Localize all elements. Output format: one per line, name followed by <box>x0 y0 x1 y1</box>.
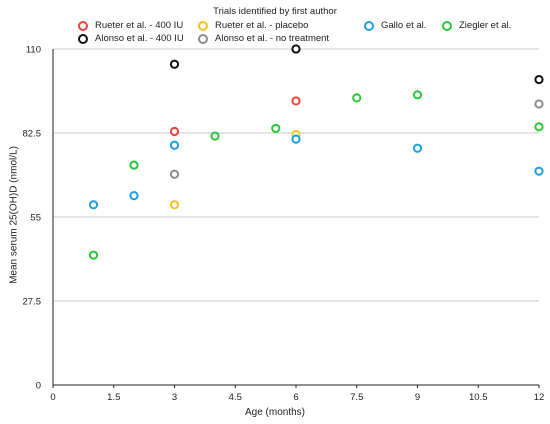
x-tick-label: 3 <box>172 392 177 403</box>
legend-item: Rueter et al. - 400 IU <box>78 20 183 31</box>
data-point <box>291 44 301 54</box>
x-tick-label: 4.5 <box>229 392 242 403</box>
y-tick-label: 27.5 <box>23 297 42 308</box>
x-tick-label: 12 <box>534 392 545 403</box>
data-point <box>169 169 180 179</box>
data-point <box>534 99 544 109</box>
legend-label: Alonso et al. - no treatment <box>215 33 330 44</box>
data-point <box>412 143 423 153</box>
y-tick-label: 0 <box>36 381 41 392</box>
legend-label: Rueter et al. - placebo <box>215 20 309 31</box>
legend-item: Alonso et al. - 400 IU <box>78 33 184 44</box>
data-point <box>129 191 139 201</box>
data-point <box>169 200 180 210</box>
legend-marker <box>198 33 208 44</box>
legend-label: Ziegler et al. <box>459 20 512 31</box>
data-point <box>291 134 301 144</box>
data-point <box>169 140 180 150</box>
y-tick-label: 82.5 <box>23 129 42 140</box>
legend-marker <box>442 20 452 31</box>
data-point <box>129 160 139 170</box>
data-point <box>291 96 301 106</box>
legend-label: Rueter et al. - 400 IU <box>95 20 184 31</box>
data-point <box>88 200 99 210</box>
x-tick-label: 9 <box>415 392 420 403</box>
data-point <box>352 93 362 103</box>
x-tick-label: 1.5 <box>107 392 120 403</box>
legend-marker <box>198 20 208 31</box>
x-tick-label: 10.5 <box>469 392 488 403</box>
x-tick-label: 0 <box>50 392 55 403</box>
x-tick-label: 6 <box>293 392 298 403</box>
data-point <box>412 90 423 100</box>
data-point <box>534 122 544 132</box>
x-axis-label: Age (months) <box>244 407 306 418</box>
legend-item: Ziegler et al. <box>442 20 511 31</box>
data-point <box>88 250 99 260</box>
data-point <box>534 166 544 176</box>
tick-labels: 0 27.5 55 82.5 110 0 1.5 3 4.5 6 7.5 9 10.5 12 <box>23 45 545 404</box>
y-tick-label: 110 <box>26 45 41 56</box>
legend-marker <box>364 20 374 31</box>
data-points <box>88 44 544 260</box>
data-point <box>271 123 281 134</box>
legend-item: Alonso et al. - no treatment <box>198 33 329 44</box>
data-point <box>169 59 180 69</box>
legend-title: Trials identified by first author <box>213 6 337 17</box>
data-point <box>534 74 544 85</box>
y-tick-label: 55 <box>30 213 41 224</box>
axes <box>52 49 540 388</box>
legend-item: Gallo et al. <box>364 20 426 31</box>
y-axis-label: Mean serum 25(OH)D (nmol/L) <box>8 146 20 284</box>
data-point <box>169 126 180 137</box>
legend-label: Alonso et al. - 400 IU <box>95 33 184 44</box>
legend-label: Gallo et al. <box>381 20 427 31</box>
x-tick-label: 7.5 <box>350 392 363 403</box>
legend-item: Rueter et al. - placebo <box>198 20 308 31</box>
data-point <box>210 131 220 141</box>
legend-marker <box>78 33 88 44</box>
legend-marker <box>78 20 88 31</box>
